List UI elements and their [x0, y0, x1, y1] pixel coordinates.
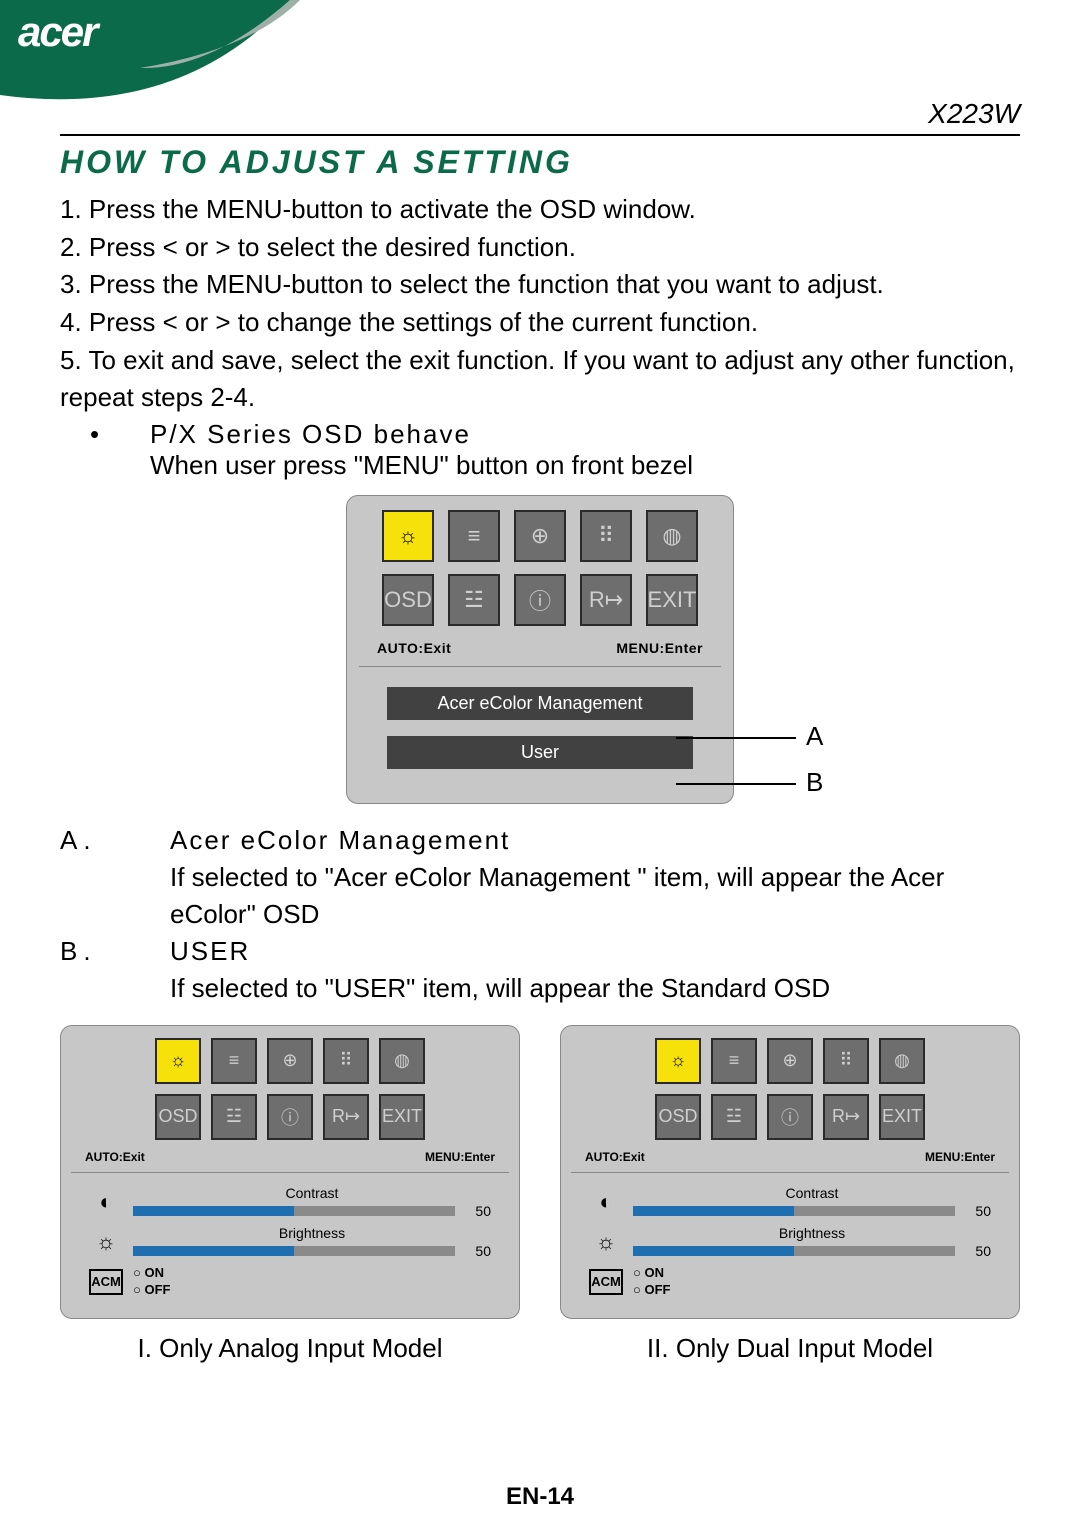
contrast-label: Contrast	[133, 1185, 491, 1201]
globe-icon[interactable]: ◍	[379, 1038, 425, 1084]
color-dots-icon[interactable]: ⠿	[823, 1038, 869, 1084]
section-title: HOW TO ADJUST A SETTING	[60, 144, 1020, 181]
list-icon[interactable]: ≡	[448, 510, 500, 562]
brightness-icon[interactable]: ☼	[155, 1038, 201, 1084]
def-b-heading: USER	[170, 933, 1020, 970]
color-dots-icon[interactable]: ⠿	[323, 1038, 369, 1084]
brightness-icon[interactable]: ☼	[655, 1038, 701, 1084]
step-2: 2. Press < or > to select the desired fu…	[60, 229, 1020, 267]
osd-main-panel: ☼ ≡ ⊕ ⠿ ◍ OSD ☳ ⓘ R↦ EXIT AUTO:Exit MENU…	[346, 495, 734, 804]
osd-icon[interactable]: OSD	[655, 1094, 701, 1140]
acm-off-radio[interactable]: OFF	[133, 1282, 170, 1299]
contrast-label: Contrast	[633, 1185, 991, 1201]
brightness-icon[interactable]: ☼	[382, 510, 434, 562]
acm-on-radio[interactable]: ON	[633, 1265, 670, 1282]
acm-label: ACM	[89, 1269, 123, 1295]
globe-icon[interactable]: ◍	[879, 1038, 925, 1084]
exit-icon[interactable]: EXIT	[379, 1094, 425, 1140]
bullet-section: • P/X Series OSD behave When user press …	[60, 419, 1020, 481]
exit-icon[interactable]: EXIT	[646, 574, 698, 626]
def-a-text: If selected to "Acer eColor Management "…	[170, 859, 1020, 933]
color-dots-icon[interactable]: ⠿	[580, 510, 632, 562]
brightness-slider[interactable]	[133, 1246, 455, 1256]
step-4: 4. Press < or > to change the settings o…	[60, 304, 1020, 342]
hint-auto-exit: AUTO:Exit	[85, 1150, 145, 1164]
reset-icon[interactable]: R↦	[323, 1094, 369, 1140]
plus-icon[interactable]: ⊕	[267, 1038, 313, 1084]
contrast-value: 50	[463, 1203, 491, 1219]
osd-icon-row-2: OSD ☳ ⓘ R↦ EXIT	[359, 574, 721, 626]
display-icon[interactable]: ☳	[211, 1094, 257, 1140]
brightness-value: 50	[463, 1243, 491, 1259]
callout-label-b: B	[806, 767, 823, 798]
plus-icon[interactable]: ⊕	[767, 1038, 813, 1084]
info-icon[interactable]: ⓘ	[767, 1094, 813, 1140]
callout-line-b	[676, 783, 796, 785]
globe-icon[interactable]: ◍	[646, 510, 698, 562]
contrast-slider[interactable]	[133, 1206, 455, 1216]
step-5: 5. To exit and save, select the exit fun…	[60, 342, 1020, 417]
caption-dual: II. Only Dual Input Model	[560, 1333, 1020, 1364]
osd-option-user[interactable]: User	[387, 736, 693, 769]
list-icon[interactable]: ≡	[211, 1038, 257, 1084]
step-3: 3. Press the MENU-button to select the f…	[60, 266, 1020, 304]
plus-icon[interactable]: ⊕	[514, 510, 566, 562]
brightness-label: Brightness	[633, 1225, 991, 1241]
hint-auto-exit: AUTO:Exit	[585, 1150, 645, 1164]
osd-dual-panel: ☼ ≡ ⊕ ⠿ ◍ OSD ☳ ⓘ R↦ EXIT AUTO:Exit MENU…	[560, 1025, 1020, 1320]
model-header: X223W	[60, 98, 1020, 136]
exit-icon[interactable]: EXIT	[879, 1094, 925, 1140]
info-icon[interactable]: ⓘ	[267, 1094, 313, 1140]
brightness-slider[interactable]	[633, 1246, 955, 1256]
caption-analog: I. Only Analog Input Model	[60, 1333, 520, 1364]
reset-icon[interactable]: R↦	[580, 574, 632, 626]
instruction-steps: 1. Press the MENU-button to activate the…	[60, 191, 1020, 417]
info-icon[interactable]: ⓘ	[514, 574, 566, 626]
callout-line-a	[676, 737, 796, 739]
contrast-icon: ◐	[89, 1187, 123, 1217]
brightness-icon: ☼	[589, 1227, 623, 1257]
hint-menu-enter: MENU:Enter	[616, 640, 703, 656]
osd-main-wrap: ☼ ≡ ⊕ ⠿ ◍ OSD ☳ ⓘ R↦ EXIT AUTO:Exit MENU…	[60, 495, 1020, 804]
def-a-heading: Acer eColor Management	[170, 822, 1020, 859]
hint-menu-enter: MENU:Enter	[425, 1150, 495, 1164]
bullet-dot: •	[60, 419, 150, 481]
contrast-value: 50	[963, 1203, 991, 1219]
model-number: X223W	[928, 98, 1020, 130]
osd-analog-panel: ☼ ≡ ⊕ ⠿ ◍ OSD ☳ ⓘ R↦ EXIT AUTO:Exit MENU…	[60, 1025, 520, 1320]
osd-option-ecolor[interactable]: Acer eColor Management	[387, 687, 693, 720]
page-number: EN-14	[0, 1483, 1080, 1511]
acm-label: ACM	[589, 1269, 623, 1295]
def-b-label: B.	[60, 933, 170, 1007]
def-b-text: If selected to "USER" item, will appear …	[170, 970, 1020, 1007]
step-1: 1. Press the MENU-button to activate the…	[60, 191, 1020, 229]
display-icon[interactable]: ☳	[711, 1094, 757, 1140]
definitions: A. Acer eColor Management If selected to…	[60, 822, 1020, 1007]
brightness-value: 50	[963, 1243, 991, 1259]
callout-label-a: A	[806, 721, 823, 752]
display-icon[interactable]: ☳	[448, 574, 500, 626]
osd-icon[interactable]: OSD	[382, 574, 434, 626]
hint-auto-exit: AUTO:Exit	[377, 640, 451, 656]
osd-variant-row: ☼ ≡ ⊕ ⠿ ◍ OSD ☳ ⓘ R↦ EXIT AUTO:Exit MENU…	[60, 1025, 1020, 1365]
brightness-icon: ☼	[89, 1227, 123, 1257]
contrast-icon: ◐	[589, 1187, 623, 1217]
osd-icon[interactable]: OSD	[155, 1094, 201, 1140]
contrast-slider[interactable]	[633, 1206, 955, 1216]
list-icon[interactable]: ≡	[711, 1038, 757, 1084]
def-a-label: A.	[60, 822, 170, 933]
hint-menu-enter: MENU:Enter	[925, 1150, 995, 1164]
bullet-subtext: When user press "MENU" button on front b…	[150, 450, 1020, 481]
acm-off-radio[interactable]: OFF	[633, 1282, 670, 1299]
brightness-label: Brightness	[133, 1225, 491, 1241]
acm-on-radio[interactable]: ON	[133, 1265, 170, 1282]
osd-icon-row-1: ☼ ≡ ⊕ ⠿ ◍	[359, 510, 721, 562]
brand-logo: acer	[18, 8, 96, 56]
reset-icon[interactable]: R↦	[823, 1094, 869, 1140]
bullet-heading: P/X Series OSD behave	[150, 419, 1020, 450]
